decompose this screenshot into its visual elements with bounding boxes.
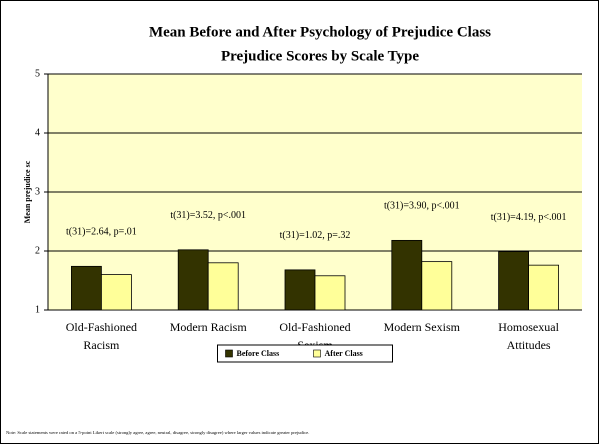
annotation: t(31)=4.19, p<.001 [491,212,567,223]
x-tick-label-line: Old-Fashioned [279,320,350,334]
bar [528,264,559,311]
x-tick-label: Modern Racism [170,320,248,334]
bar [421,261,453,311]
annotation: t(31)=3.90, p<.001 [384,201,460,212]
annotation: t(31)=1.02, p=.32 [280,230,351,241]
x-tick-label-line: Modern Sexism [384,320,461,334]
y-axis-label: Mean prejudice sc [23,160,32,223]
bar [71,265,102,311]
note: Note: Scale statements were rated on a 5… [6,430,309,436]
legend-label: After Class [325,349,363,358]
bar [101,274,132,311]
chart-title: Prejudice Scores by Scale Type [221,48,419,64]
x-tick-label-line: Modern Racism [170,320,248,334]
y-tick-label: 5 [35,68,40,79]
legend-swatch [225,349,233,358]
x-tick-label-line: Racism [83,338,120,352]
bar [498,251,530,311]
bar [207,262,239,311]
x-tick-label-line: Homosexual [498,320,559,334]
legend-swatch [313,349,321,358]
chart-title: Mean Before and After Psychology of Prej… [149,24,491,40]
bar [284,269,316,311]
x-tick-label-line: Old-Fashioned [66,320,137,334]
y-tick-label: 1 [35,304,40,315]
bar [314,275,346,311]
annotation: t(31)=3.52, p<.001 [170,210,246,221]
x-tick-label: Homosexual Attitudes [498,320,559,352]
bar [177,249,209,311]
y-tick-label: 3 [35,186,40,197]
x-tick-label-line: Attitudes [507,338,551,352]
x-tick-label: Modern Sexism [384,320,461,334]
y-tick-label: 2 [35,245,40,256]
legend-label: Before Class [237,349,280,358]
legend-box [217,344,393,363]
x-tick-label: Old-Fashioned Racism [66,320,137,352]
y-tick-label: 4 [35,127,40,138]
annotation: t(31)=2.64, p=.01 [66,227,137,238]
bar [391,239,423,311]
